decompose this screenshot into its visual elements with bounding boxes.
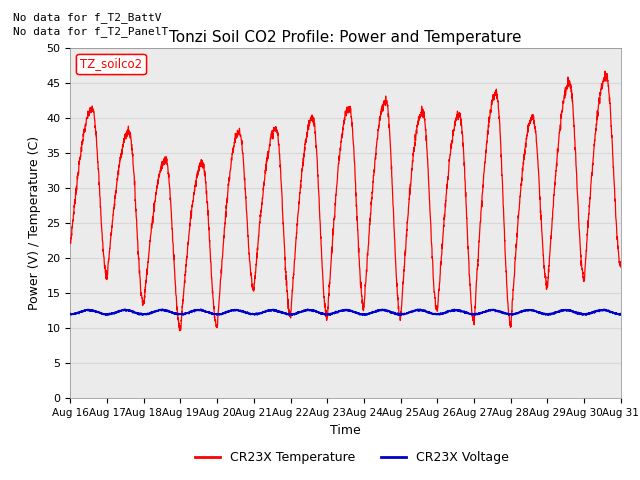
Legend: CR23X Temperature, CR23X Voltage: CR23X Temperature, CR23X Voltage (191, 446, 513, 469)
Legend: TZ_soilco2: TZ_soilco2 (76, 54, 145, 74)
Y-axis label: Power (V) / Temperature (C): Power (V) / Temperature (C) (28, 136, 41, 310)
X-axis label: Time: Time (330, 424, 361, 437)
Title: Tonzi Soil CO2 Profile: Power and Temperature: Tonzi Soil CO2 Profile: Power and Temper… (170, 30, 522, 46)
Text: No data for f_T2_PanelT: No data for f_T2_PanelT (13, 26, 168, 37)
Text: No data for f_T2_BattV: No data for f_T2_BattV (13, 12, 161, 23)
